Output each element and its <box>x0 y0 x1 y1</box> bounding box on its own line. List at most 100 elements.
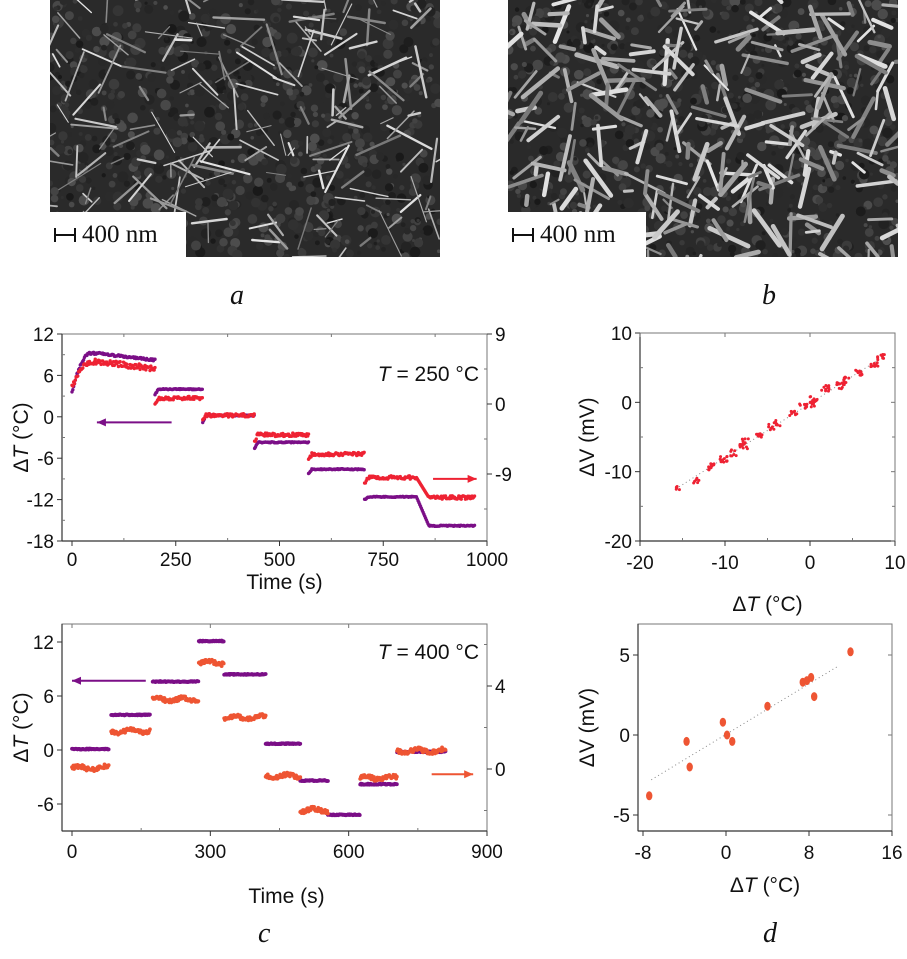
sem-grain <box>91 135 98 142</box>
sem-grain <box>385 199 391 205</box>
nanowire <box>837 246 852 257</box>
sem-grain <box>65 50 74 60</box>
sem-grain <box>278 130 283 135</box>
sem-grain <box>362 162 368 168</box>
nanowire <box>50 24 60 46</box>
nanowire <box>367 56 408 77</box>
sem-grain <box>725 195 731 201</box>
nanowire <box>585 177 596 214</box>
nanowire <box>643 192 664 221</box>
sem-grain <box>359 192 366 198</box>
sem-grain <box>50 122 57 134</box>
data-point <box>725 459 729 463</box>
data-point <box>686 762 693 772</box>
data-point <box>740 437 744 441</box>
nanowire <box>280 0 325 3</box>
sem-grain <box>262 112 270 120</box>
sem-grain <box>413 0 419 3</box>
nanowire <box>601 56 636 63</box>
sem-grain <box>521 61 527 68</box>
nanowire <box>711 218 729 243</box>
sem-grain <box>286 88 294 96</box>
sem-grain <box>279 101 285 107</box>
sem-grain <box>742 93 752 103</box>
sem-grain <box>286 181 293 188</box>
y-tick-label: 12 <box>33 633 54 654</box>
nanowire <box>705 159 721 192</box>
sem-grain <box>761 48 765 52</box>
nanowire <box>687 198 698 228</box>
x-tick-label: 500 <box>264 550 296 571</box>
sem-grain <box>224 39 231 46</box>
sem-grain <box>792 160 802 170</box>
nanowire <box>685 141 691 160</box>
sem-grain <box>853 73 858 78</box>
sem-grain <box>353 128 359 134</box>
nanowire <box>865 241 880 257</box>
nanowire <box>524 193 530 207</box>
sem-grain <box>64 102 70 108</box>
sem-grain <box>208 137 220 148</box>
sem-grain <box>386 212 390 217</box>
sem-grain <box>353 83 358 88</box>
data-point <box>820 388 824 392</box>
sem-grain <box>117 171 129 183</box>
sem-grain <box>877 35 881 39</box>
sem-grain <box>751 18 755 23</box>
sem-grain <box>50 180 54 187</box>
sem-grain <box>588 2 592 6</box>
nanowire <box>854 54 888 75</box>
sem-grain <box>874 241 881 248</box>
data-point <box>200 387 205 391</box>
nanowire <box>407 111 422 117</box>
sem-grain <box>678 116 685 123</box>
y2-tick-label: 9 <box>495 325 506 346</box>
nanowire <box>743 176 756 224</box>
sem-grain <box>698 5 703 9</box>
sem-grain <box>247 148 256 156</box>
sem-grain <box>585 14 590 18</box>
nanowire <box>335 106 347 116</box>
nanowire <box>817 116 850 139</box>
nanowire <box>676 7 698 51</box>
sem-grain <box>817 168 826 178</box>
nanowire <box>718 151 726 193</box>
nanowire <box>287 147 296 156</box>
nanowire <box>591 124 618 131</box>
sem-grain <box>411 238 416 243</box>
nanowire <box>813 74 831 98</box>
sem-grain <box>610 43 618 51</box>
sem-grain <box>80 65 88 74</box>
sem-grain <box>721 0 730 7</box>
nanowire <box>800 52 822 65</box>
sem-grain <box>384 100 389 105</box>
sem-grain <box>830 95 839 104</box>
sem-grain <box>264 234 271 241</box>
sem-grain <box>811 189 819 196</box>
sem-grain <box>163 5 168 10</box>
nanowire <box>707 225 751 249</box>
sem-grain <box>560 31 571 42</box>
sem-grain <box>587 142 594 148</box>
sem-grain <box>364 95 370 100</box>
sem-grain <box>78 131 83 136</box>
sem-grain <box>811 2 818 9</box>
data-point <box>802 402 806 406</box>
sem-grain <box>53 6 58 12</box>
nanowire <box>740 53 751 75</box>
sem-grain <box>281 49 289 58</box>
nanowire <box>747 170 762 179</box>
data-point <box>826 385 830 389</box>
sem-grain <box>50 194 59 203</box>
sem-grain <box>436 249 440 254</box>
data-point <box>298 741 303 746</box>
nanowire <box>512 155 542 180</box>
sem-grain <box>558 92 565 100</box>
sem-grain <box>633 166 640 173</box>
nanowire <box>399 148 424 173</box>
arrow-right-axis-head <box>464 770 474 779</box>
nanowire <box>513 70 538 99</box>
sem-grain <box>67 131 73 137</box>
sem-grain <box>287 173 293 179</box>
sem-grain <box>312 177 323 188</box>
